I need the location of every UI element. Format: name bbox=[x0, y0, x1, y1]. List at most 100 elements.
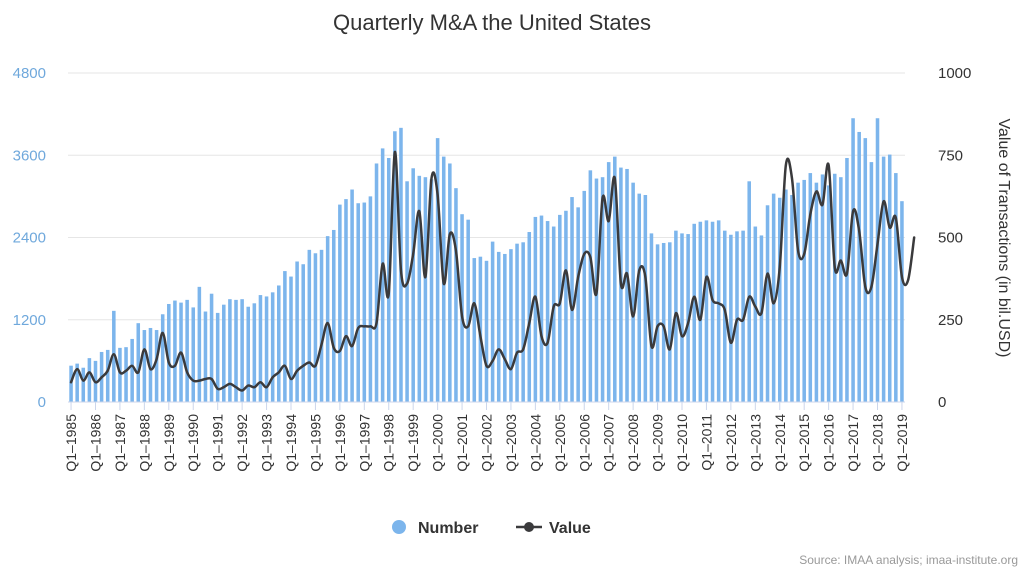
x-tick-label: Q1–2003 bbox=[503, 414, 519, 472]
bar bbox=[75, 363, 79, 402]
bar bbox=[130, 338, 134, 402]
bar bbox=[344, 199, 348, 402]
chart-title: Quarterly M&A the United States bbox=[333, 10, 651, 35]
right-tick-label: 0 bbox=[938, 394, 946, 411]
bar bbox=[826, 185, 831, 402]
bar bbox=[295, 261, 299, 402]
legend-item-number[interactable]: Number bbox=[392, 520, 478, 537]
x-tick-label: Q1–2001 bbox=[454, 414, 470, 472]
bar bbox=[173, 300, 177, 402]
bar bbox=[613, 156, 617, 402]
bar bbox=[564, 210, 568, 402]
bar bbox=[545, 221, 550, 402]
bar bbox=[264, 296, 269, 402]
bar bbox=[631, 182, 635, 402]
bar bbox=[851, 118, 855, 403]
bar bbox=[894, 173, 898, 402]
bar bbox=[729, 234, 733, 402]
bar bbox=[771, 193, 776, 402]
legend: Number Value bbox=[392, 520, 591, 537]
bar bbox=[845, 157, 849, 402]
bar bbox=[307, 249, 312, 402]
bar bbox=[429, 179, 434, 402]
legend-value-marker bbox=[524, 522, 534, 532]
x-tick-label: Q1–2012 bbox=[723, 414, 739, 472]
x-tick-label: Q1–1999 bbox=[405, 414, 421, 472]
bar bbox=[258, 295, 263, 402]
legend-item-value[interactable]: Value bbox=[516, 520, 591, 537]
bar bbox=[539, 215, 544, 402]
right-tick-label: 250 bbox=[938, 312, 963, 329]
bar bbox=[515, 243, 519, 402]
bar bbox=[331, 229, 336, 402]
bar bbox=[503, 253, 507, 402]
bar bbox=[484, 260, 489, 402]
bar bbox=[704, 220, 709, 402]
bar bbox=[270, 292, 275, 402]
bar bbox=[148, 327, 153, 402]
bar bbox=[405, 181, 409, 402]
x-tick-label: Q1–1995 bbox=[307, 414, 323, 472]
bar bbox=[325, 236, 330, 402]
bar bbox=[808, 173, 813, 402]
bar bbox=[747, 181, 751, 402]
bar bbox=[796, 182, 800, 402]
bar bbox=[661, 242, 666, 402]
source-credit: Source: IMAA analysis; imaa-institute.or… bbox=[799, 553, 1018, 567]
number-bars bbox=[69, 118, 904, 403]
x-tick-label: Q1–1986 bbox=[87, 414, 103, 472]
bar bbox=[814, 182, 819, 402]
bar bbox=[863, 138, 868, 403]
bar bbox=[625, 168, 629, 402]
bar bbox=[374, 163, 379, 402]
x-tick-label: Q1–2017 bbox=[845, 414, 861, 472]
bar bbox=[435, 138, 440, 403]
left-tick-label: 0 bbox=[38, 394, 46, 411]
bar bbox=[802, 179, 806, 402]
bar bbox=[203, 311, 208, 402]
x-tick-label: Q1–1996 bbox=[332, 414, 348, 472]
value-line bbox=[69, 150, 916, 392]
bar bbox=[277, 285, 281, 402]
x-tick-label: Q1–1992 bbox=[234, 414, 250, 472]
bar bbox=[228, 299, 232, 402]
bar bbox=[710, 221, 715, 402]
bar bbox=[777, 197, 782, 402]
bar bbox=[753, 226, 758, 402]
left-tick-label: 1200 bbox=[13, 312, 46, 329]
x-tick-label: Q1–2006 bbox=[576, 414, 592, 472]
x-tick-label: Q1–2008 bbox=[625, 414, 641, 472]
left-axis-ticks: 0 1200 2400 3600 4800 bbox=[13, 65, 46, 411]
bar bbox=[735, 231, 739, 402]
right-tick-label: 500 bbox=[938, 230, 963, 247]
x-tick-label: Q1–1990 bbox=[185, 414, 201, 472]
bar bbox=[319, 249, 324, 402]
bar bbox=[362, 202, 367, 402]
bar bbox=[338, 204, 342, 402]
bar bbox=[356, 203, 360, 402]
bar bbox=[69, 365, 73, 402]
bar bbox=[558, 214, 562, 402]
bar bbox=[576, 207, 580, 402]
bar bbox=[246, 306, 251, 402]
bar bbox=[784, 189, 788, 402]
bar bbox=[692, 223, 696, 402]
bar bbox=[142, 330, 147, 402]
left-tick-label: 2400 bbox=[13, 230, 46, 247]
bar bbox=[643, 195, 648, 402]
bar bbox=[289, 276, 293, 402]
bar bbox=[790, 195, 794, 402]
bar bbox=[655, 244, 660, 402]
x-tick-label: Q1–1998 bbox=[381, 414, 397, 472]
bar bbox=[600, 177, 605, 402]
bar bbox=[313, 253, 318, 402]
bar bbox=[160, 314, 165, 402]
bar bbox=[105, 349, 110, 402]
left-tick-label: 3600 bbox=[13, 147, 46, 164]
x-tick-label: Q1–2015 bbox=[796, 414, 812, 472]
bar bbox=[185, 299, 189, 402]
bar bbox=[81, 367, 86, 402]
bar bbox=[551, 226, 556, 402]
bar bbox=[252, 303, 257, 402]
bar bbox=[118, 347, 122, 402]
